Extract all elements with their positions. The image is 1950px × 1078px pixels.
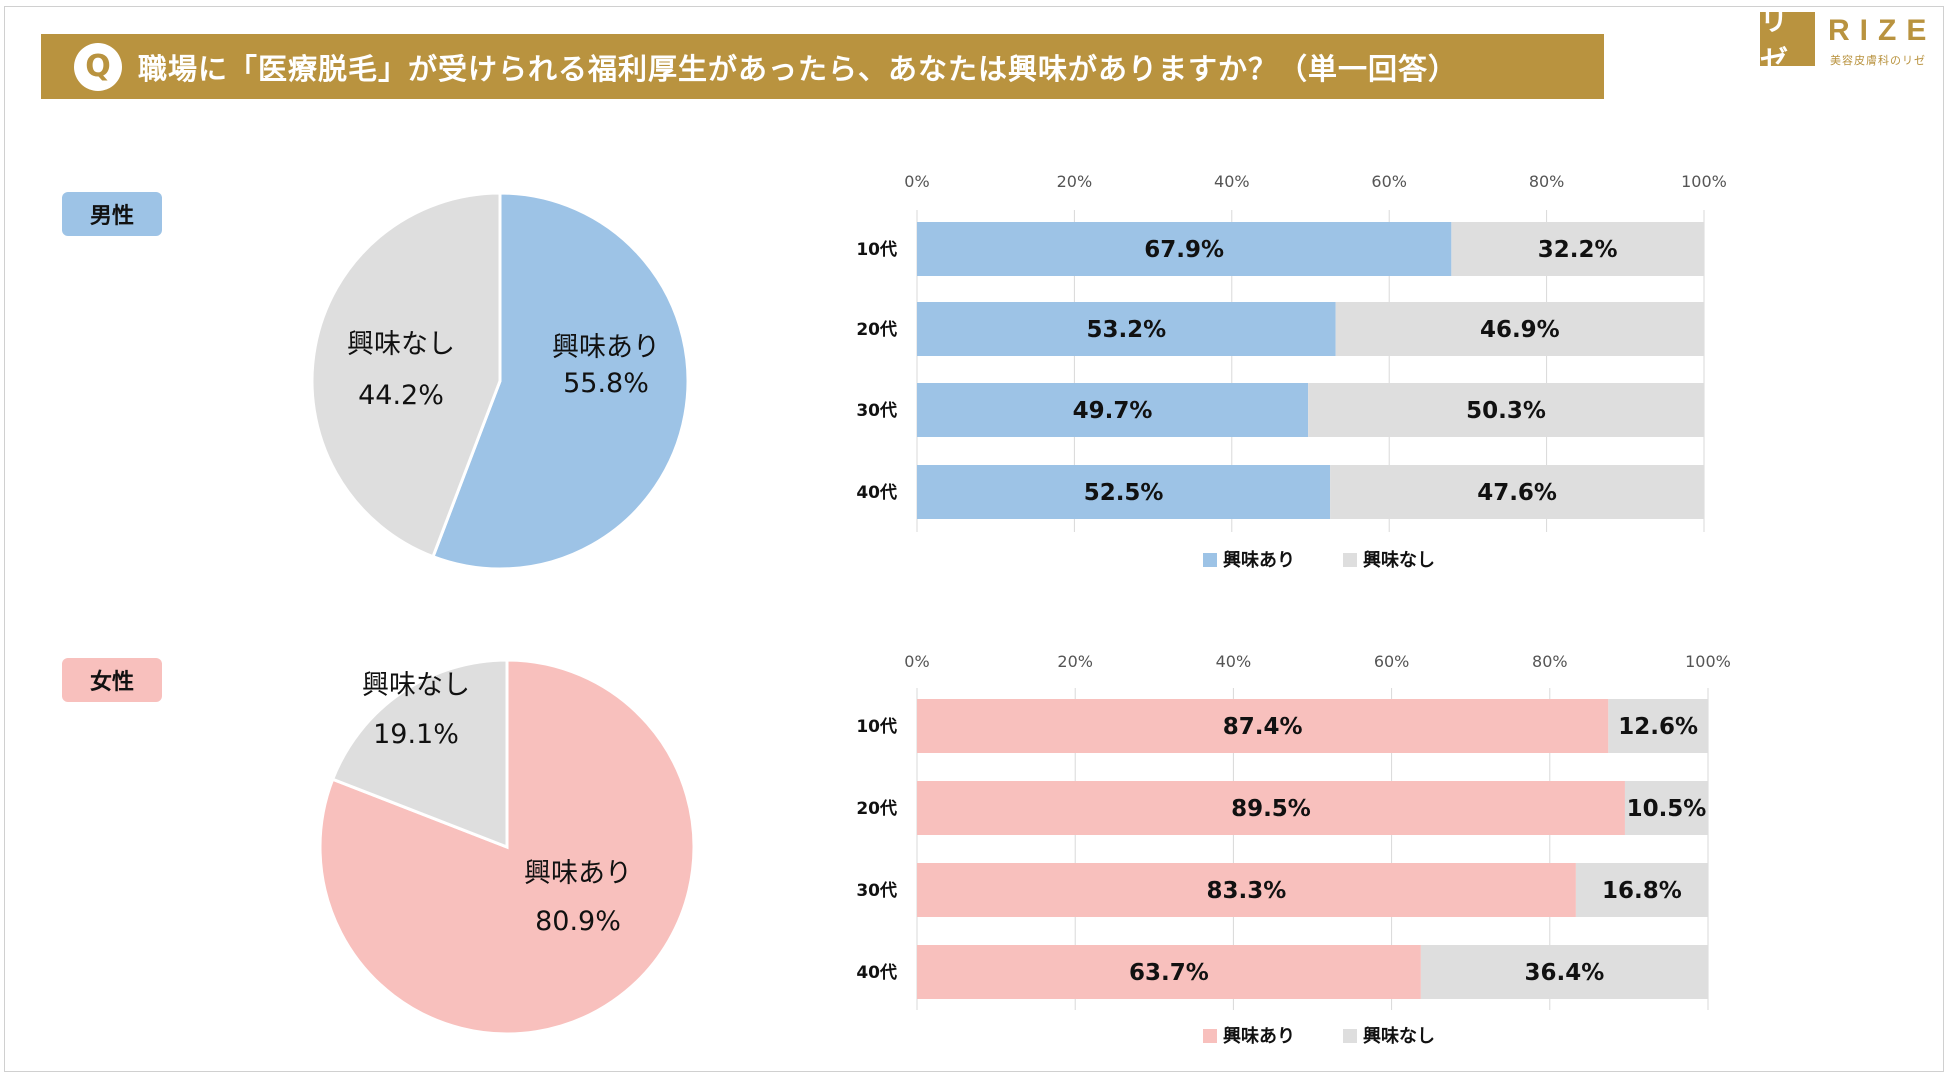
female-bar-tick-label: 0%: [904, 652, 929, 671]
female-bar-not-interested: [1420, 945, 1708, 999]
female-bar-tick-label: 60%: [1374, 652, 1410, 671]
female-bar-value-label: 10.5%: [1627, 796, 1707, 822]
male-legend-label-interested: 興味あり: [1223, 549, 1295, 571]
male-legend-label-not-interested: 興味なし: [1363, 549, 1435, 571]
female-legend-label-interested: 興味あり: [1223, 1025, 1295, 1047]
male-pie-label-not-interested: 興味なし: [347, 329, 455, 360]
female-bar-value-label: 83.3%: [1207, 878, 1287, 904]
female-pie-label-not-interested: 興味なし: [362, 670, 470, 701]
question-title: 職場に「医療脱毛」が受けられる福利厚生があったら、あなたは興味がありますか？（単…: [138, 51, 1459, 86]
female-bar-interested: [917, 863, 1576, 917]
female-bar-value-label: 36.4%: [1525, 960, 1605, 986]
male-bar-value-label: 47.6%: [1477, 480, 1557, 506]
male-bar-value-label: 46.9%: [1480, 317, 1560, 343]
logo-subtitle: 美容皮膚科のリゼ: [1830, 54, 1926, 67]
female-bar-interested: [917, 781, 1625, 835]
question-title-bar: Q 職場に「医療脱毛」が受けられる福利厚生があったら、あなたは興味がありますか？…: [41, 34, 1604, 99]
male-bar-tick-label: 20%: [1057, 172, 1093, 191]
male-bar-value-label: 67.9%: [1144, 237, 1224, 263]
female-legend-swatch-interested: [1203, 1029, 1217, 1043]
male-pie-slice-interested: [431, 191, 690, 571]
female-bar-value-label: 63.7%: [1129, 960, 1209, 986]
female-bar-not-interested: [1608, 699, 1708, 753]
male-bar-interested: [917, 465, 1331, 519]
female-legend-label-not-interested: 興味なし: [1363, 1025, 1435, 1047]
male-bar-value-label: 52.5%: [1084, 480, 1164, 506]
male-bar-value-label: 49.7%: [1073, 398, 1153, 424]
male-bar-category-label: 20代: [856, 319, 897, 340]
question-q-icon: Q: [74, 42, 122, 91]
male-bar-category-label: 40代: [856, 482, 897, 503]
female-bar-value-label: 87.4%: [1223, 714, 1303, 740]
female-bar-interested: [917, 699, 1609, 753]
male-bar-value-label: 50.3%: [1466, 398, 1546, 424]
female-bar-value-label: 12.6%: [1618, 714, 1698, 740]
male-bar-interested: [917, 302, 1336, 356]
male-bar-not-interested: [1451, 222, 1704, 276]
female-bar-category-label: 10代: [856, 716, 897, 737]
female-group-label: 女性: [62, 658, 162, 702]
female-bar-interested: [917, 945, 1421, 999]
male-bar-value-label: 53.2%: [1086, 317, 1166, 343]
male-pie-label-interested: 興味あり: [552, 332, 660, 363]
male-bar-not-interested: [1335, 302, 1704, 356]
male-bar-tick-label: 100%: [1681, 172, 1727, 191]
male-bar-tick-label: 0%: [904, 172, 929, 191]
female-bar-value-label: 89.5%: [1231, 796, 1311, 822]
female-bar-tick-label: 40%: [1216, 652, 1252, 671]
male-legend-swatch-interested: [1203, 553, 1217, 567]
male-bar-tick-label: 40%: [1214, 172, 1250, 191]
female-bar-category-label: 40代: [856, 962, 897, 983]
male-bar-interested: [917, 222, 1452, 276]
male-pie-slice-not-interested: [310, 191, 502, 559]
female-pie-label-interested: 興味あり: [524, 858, 632, 889]
female-pie-slice-not-interested: [330, 658, 509, 850]
male-bar-not-interested: [1330, 465, 1704, 519]
male-bar-interested: [917, 383, 1309, 437]
female-bar-tick-label: 100%: [1685, 652, 1731, 671]
male-pie-value-interested: 55.8%: [563, 368, 649, 399]
male-bar-tick-label: 80%: [1529, 172, 1565, 191]
male-bar-category-label: 30代: [856, 400, 897, 421]
male-legend-swatch-not-interested: [1343, 553, 1357, 567]
male-bar-tick-label: 60%: [1371, 172, 1407, 191]
female-bar-not-interested: [1624, 781, 1708, 835]
female-bar-category-label: 20代: [856, 798, 897, 819]
male-group-label: 男性: [62, 192, 162, 236]
female-legend-swatch-not-interested: [1343, 1029, 1357, 1043]
logo-word: RIZE: [1828, 14, 1937, 47]
female-pie-value-interested: 80.9%: [535, 906, 621, 937]
female-bar-not-interested: [1575, 863, 1708, 917]
male-bar-not-interested: [1308, 383, 1704, 437]
female-pie-value-not-interested: 19.1%: [373, 719, 459, 750]
male-bar-value-label: 32.2%: [1538, 237, 1618, 263]
female-bar-value-label: 16.8%: [1602, 878, 1682, 904]
slide-frame: [4, 6, 1944, 1072]
male-bar-category-label: 10代: [856, 239, 897, 260]
male-pie-value-not-interested: 44.2%: [358, 380, 444, 411]
female-bar-category-label: 30代: [856, 880, 897, 901]
female-bar-tick-label: 20%: [1057, 652, 1093, 671]
female-bar-tick-label: 80%: [1532, 652, 1568, 671]
